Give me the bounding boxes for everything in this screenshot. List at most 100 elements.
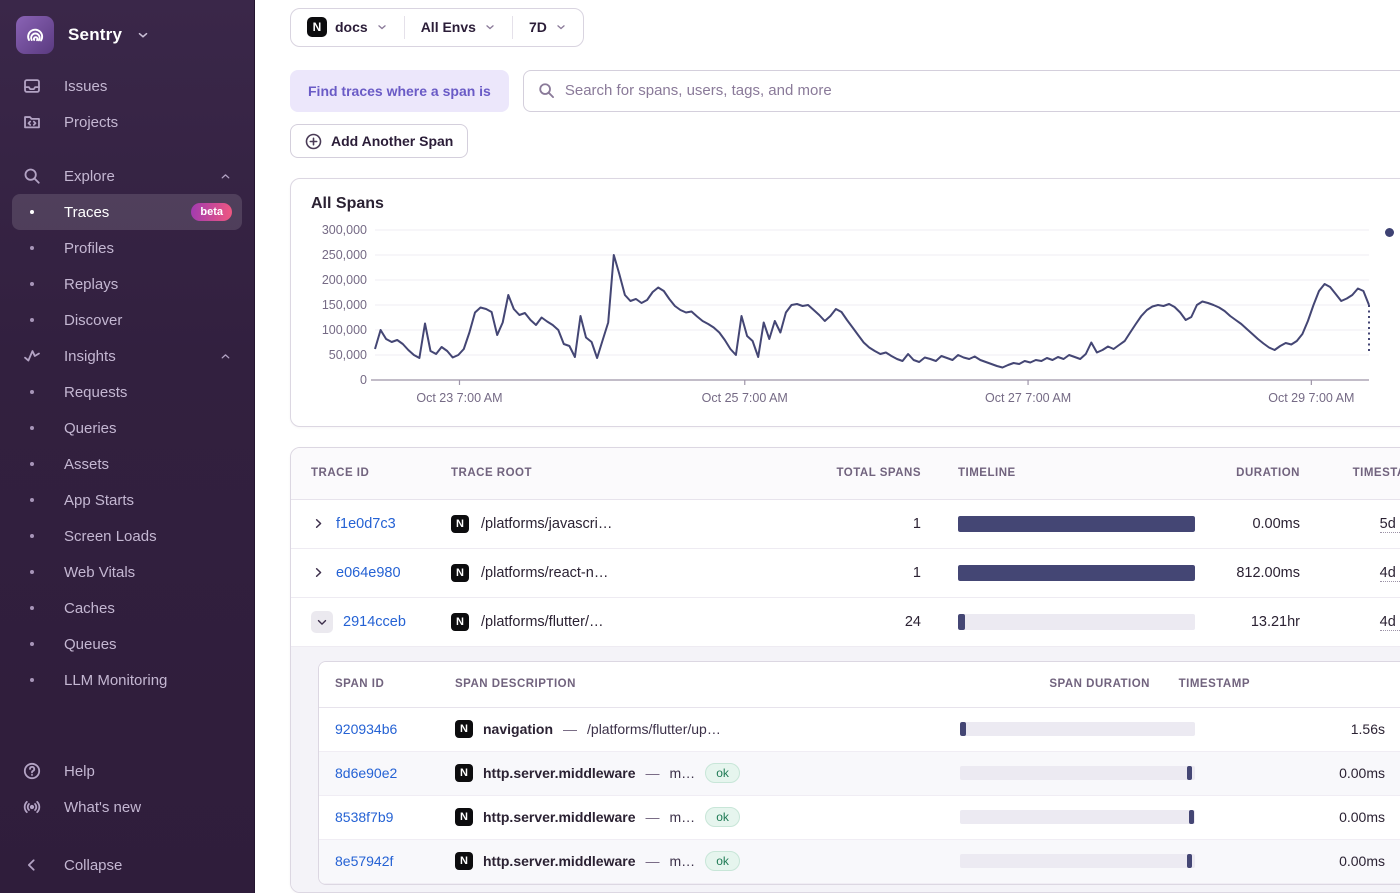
column-header-span-id[interactable]: SPAN ID	[335, 678, 385, 691]
sidebar-item-issues[interactable]: Issues	[12, 68, 242, 104]
bullet-icon	[22, 318, 42, 322]
trace-id-link[interactable]: f1e0d7c3	[336, 515, 396, 532]
separator: —	[645, 809, 660, 826]
sidebar-item-collapse[interactable]: Collapse	[12, 847, 242, 883]
sidebar-item-llm-monitoring[interactable]: LLM Monitoring	[12, 662, 242, 698]
search-box[interactable]	[522, 69, 1400, 112]
trace-duration: 0.00ms	[1252, 515, 1300, 532]
span-id-link[interactable]: 920934b6	[335, 721, 398, 738]
sidebar-item-label: Help	[64, 762, 95, 780]
sidebar-item-screen-loads[interactable]: Screen Loads	[12, 518, 242, 554]
trace-row: e064e980 N/platforms/react-n… 1 812.00ms 4d …	[291, 549, 1400, 598]
sidebar-item-profiles[interactable]: Profiles	[12, 230, 242, 266]
chevron-down-icon	[378, 25, 386, 30]
timeline-bar	[958, 564, 1195, 581]
column-header-total-spans[interactable]: TOTAL SPANS	[836, 467, 921, 480]
span-id-link[interactable]: 8538f7b9	[335, 809, 394, 826]
sidebar-item-caches[interactable]: Caches	[12, 590, 242, 626]
svg-text:150,000: 150,000	[322, 298, 367, 312]
sidebar-item-label: Screen Loads	[64, 527, 157, 545]
environment-filter[interactable]: All Envs	[405, 9, 512, 46]
span-status-badge: ok	[705, 807, 740, 828]
span-duration: 0.00ms	[1339, 809, 1385, 826]
collapse-trace-icon[interactable]	[311, 610, 333, 633]
help-icon	[22, 762, 42, 780]
trace-duration: 13.21hr	[1250, 613, 1300, 630]
span-timeline-bar	[960, 722, 967, 737]
column-header-duration[interactable]: DURATION	[1236, 467, 1300, 480]
beta-badge: beta	[191, 203, 232, 221]
span-duration: 1.56s	[1350, 721, 1385, 738]
chart-legend[interactable]: span 1: All spans	[1385, 225, 1400, 239]
sidebar-item-queues[interactable]: Queues	[12, 626, 242, 662]
svg-text:Oct 23 7:00 AM: Oct 23 7:00 AM	[416, 391, 502, 405]
bullet-icon	[22, 642, 42, 646]
span-description: m…	[669, 853, 696, 870]
sidebar-item-label: LLM Monitoring	[64, 671, 168, 689]
span-duration: 0.00ms	[1339, 853, 1385, 870]
trace-timestamp[interactable]: 4d ago	[1379, 613, 1400, 631]
sidebar-item-insights[interactable]: Insights	[12, 338, 242, 374]
nextjs-icon: N	[455, 720, 473, 739]
org-switcher[interactable]: Sentry	[12, 12, 242, 68]
trace-id-link[interactable]: e064e980	[336, 564, 401, 581]
column-header-timeline[interactable]: TIMELINE	[958, 467, 1016, 480]
project-filter[interactable]: N docs	[291, 9, 404, 46]
separator: —	[563, 721, 578, 738]
span-status-badge: ok	[705, 763, 740, 784]
sidebar-item-requests[interactable]: Requests	[12, 374, 242, 410]
expand-trace-icon[interactable]	[311, 565, 326, 580]
trace-timestamp[interactable]: 5d ago	[1379, 515, 1400, 533]
sidebar-item-traces[interactable]: Traces beta	[12, 194, 242, 230]
sidebar-item-label: Assets	[64, 455, 110, 473]
span-status-badge: ok	[705, 851, 740, 872]
find-traces-chip[interactable]: Find traces where a span is	[290, 69, 509, 112]
sidebar-item-label: Web Vitals	[64, 563, 136, 581]
nextjs-icon: N	[451, 563, 469, 582]
date-range-filter[interactable]: 7D	[513, 9, 583, 46]
bullet-icon	[22, 606, 42, 610]
expand-trace-icon[interactable]	[311, 516, 326, 531]
column-header-span-description[interactable]: SPAN DESCRIPTION	[455, 678, 576, 691]
chevron-down-icon	[486, 25, 494, 30]
span-id-link[interactable]: 8d6e90e2	[335, 765, 398, 782]
sidebar-item-what-s-new[interactable]: What's new	[12, 789, 242, 825]
sidebar-item-label: Insights	[64, 347, 116, 365]
sidebar-item-label: Explore	[64, 167, 115, 185]
column-header-trace-id[interactable]: TRACE ID	[311, 467, 370, 480]
add-another-span-button[interactable]: Add Another Span	[290, 123, 469, 159]
nextjs-icon: N	[455, 764, 473, 783]
sidebar-item-replays[interactable]: Replays	[12, 266, 242, 302]
nextjs-icon: N	[307, 17, 327, 38]
trace-timestamp[interactable]: 4d ago	[1379, 564, 1400, 582]
sidebar-item-explore[interactable]: Explore	[12, 158, 242, 194]
column-header-trace-root[interactable]: TRACE ROOT	[451, 467, 533, 480]
sidebar-item-help[interactable]: Help	[12, 753, 242, 789]
expanded-trace-zone: SPAN ID SPAN DESCRIPTION SPAN DURATION TIME…	[291, 646, 1400, 892]
sidebar-item-label: App Starts	[64, 491, 135, 509]
date-range-label: 7D	[528, 19, 547, 36]
sidebar-item-queries[interactable]: Queries	[12, 410, 242, 446]
sidebar-item-projects[interactable]: Projects	[12, 104, 242, 140]
whats-new-icon	[22, 798, 42, 816]
trace-root: /platforms/react-n…	[481, 564, 609, 581]
span-timeline-track	[960, 854, 1195, 869]
sidebar-item-label: Projects	[64, 113, 119, 131]
column-header-timestamp[interactable]: TIMESTAMP	[1178, 678, 1250, 691]
chevron-up-icon	[219, 170, 232, 183]
sidebar-item-app-starts[interactable]: App Starts	[12, 482, 242, 518]
column-header-timestamp[interactable]: TIMESTAMP	[1352, 467, 1400, 480]
sidebar-item-discover[interactable]: Discover	[12, 302, 242, 338]
sidebar-item-web-vitals[interactable]: Web Vitals	[12, 554, 242, 590]
span-op: http.server.middleware	[483, 853, 636, 870]
span-id-link[interactable]: 8e57942f	[335, 853, 394, 870]
span-timeline-track	[960, 766, 1195, 781]
trace-table-header: TRACE ID TRACE ROOT TOTAL SPANS TIMELINE DUR…	[291, 447, 1400, 500]
sidebar-item-assets[interactable]: Assets	[12, 446, 242, 482]
column-header-span-duration[interactable]: SPAN DURATION	[1049, 678, 1150, 691]
trace-id-link[interactable]: 2914cceb	[343, 613, 406, 630]
search-input[interactable]	[564, 82, 1400, 100]
span-timeline-bar	[1188, 810, 1194, 825]
sidebar-item-label: Collapse	[64, 856, 123, 874]
